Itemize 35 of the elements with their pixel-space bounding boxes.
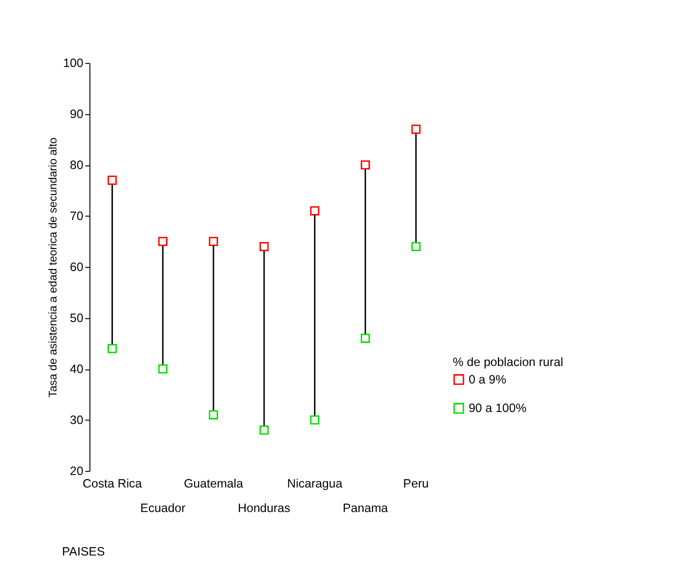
x-tick-label: Honduras — [238, 500, 290, 515]
point — [208, 410, 218, 420]
point — [411, 242, 421, 252]
point — [108, 344, 117, 354]
legend-label: 0 a 9% — [468, 372, 506, 386]
y-tick-label: 100 — [63, 56, 84, 70]
y-tick-label: 40 — [70, 362, 84, 376]
x-tick-label: Panama — [342, 500, 388, 515]
point — [208, 236, 218, 246]
y-tick-label: 60 — [70, 260, 84, 274]
point — [259, 426, 269, 435]
point — [158, 236, 168, 246]
y-tick-label: 20 — [70, 464, 84, 478]
y-axis-title: Tasa de asistencia a edad teorica de secundario alto — [48, 137, 60, 398]
y-tick-label: 30 — [70, 413, 84, 428]
point — [360, 160, 370, 170]
point — [310, 415, 320, 425]
point — [360, 334, 370, 343]
y-tick-label: 90 — [70, 107, 84, 122]
x-axis-title: PAISES — [62, 544, 105, 558]
x-tick-label: Peru — [403, 476, 429, 491]
x-tick-label: Nicaragua — [287, 476, 343, 491]
legend-label: 90 a 100% — [468, 401, 527, 416]
y-tick-label: 50 — [70, 311, 84, 326]
x-tick-label: Guatemala — [184, 476, 244, 491]
y-tick-label: 80 — [70, 158, 84, 172]
x-tick-label: Costa Rica — [82, 476, 142, 491]
point — [108, 176, 117, 185]
point — [259, 242, 269, 252]
legend-title: % de poblacion rural — [452, 355, 564, 370]
point — [310, 206, 320, 216]
x-tick-label: Ecuador — [140, 500, 186, 515]
point — [158, 364, 168, 374]
point — [411, 124, 421, 134]
y-tick-label: 70 — [70, 209, 84, 224]
